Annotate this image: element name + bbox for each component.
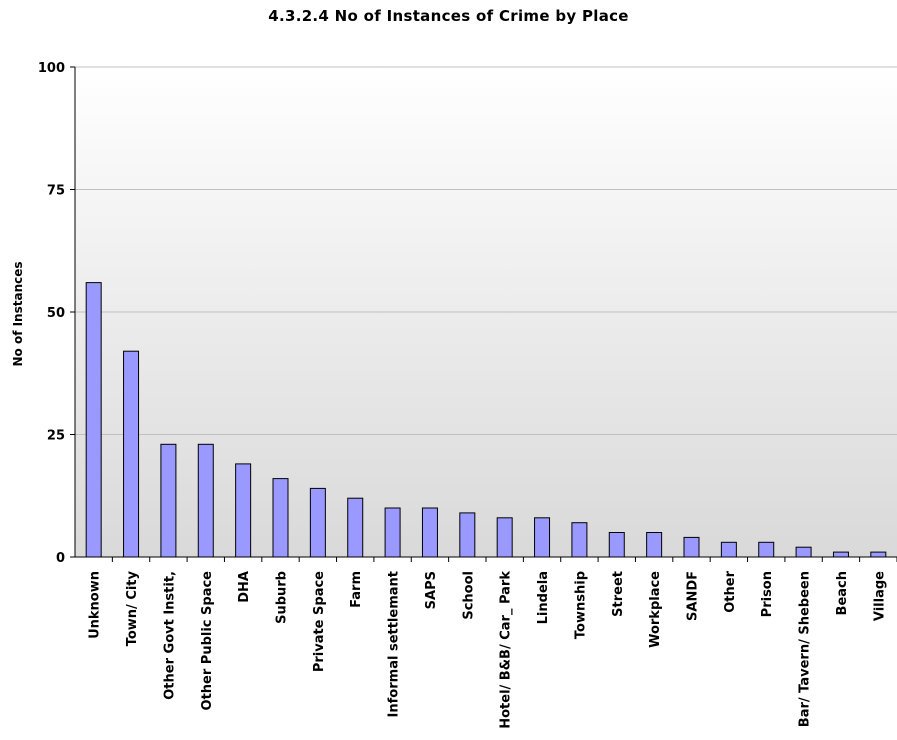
bar (85, 282, 102, 558)
bar (421, 507, 438, 558)
axes (70, 66, 897, 562)
bar (571, 522, 588, 558)
x-category-label: Farm (349, 571, 364, 608)
y-tick-labels: 0 25 50 75 100 (38, 61, 65, 566)
bar (160, 443, 177, 558)
bar (496, 517, 513, 558)
bars (85, 282, 887, 558)
bar (197, 443, 214, 558)
x-category-label: Street (611, 571, 626, 617)
x-category-label: Other (723, 570, 738, 612)
x-category-label: Private Space (312, 571, 327, 672)
bar (720, 541, 737, 558)
x-category-label: Town/ City (125, 570, 140, 646)
x-category-label: Township (573, 571, 588, 639)
x-category-labels: Unknown Town/ City Other Govt Instit, Other… (88, 570, 888, 728)
x-category-label: DHA (237, 571, 252, 603)
bar (384, 507, 401, 558)
x-category-label: SAPS (424, 571, 439, 609)
x-category-label: Village (872, 571, 887, 621)
bar (235, 463, 252, 558)
y-tick-label: 75 (47, 184, 65, 199)
x-category-label: Informal settlemant (387, 571, 402, 717)
bar (795, 546, 812, 558)
y-tick-label: 100 (38, 61, 65, 76)
x-category-label: Other Govt Instit, (162, 571, 177, 700)
bar (272, 478, 289, 558)
bar (459, 512, 476, 558)
x-category-label: School (461, 571, 476, 620)
bar (309, 487, 326, 558)
bar (683, 536, 700, 558)
x-category-label: Other Public Space (200, 571, 215, 711)
bar (832, 551, 849, 558)
y-tick-label: 0 (56, 551, 65, 566)
y-axis-title: No of Instances (11, 261, 25, 366)
bar (608, 532, 625, 558)
x-category-label: Suburb (275, 571, 290, 624)
y-tick-label: 25 (47, 429, 65, 444)
x-category-label: Prison (760, 571, 775, 617)
x-category-label: SANDF (686, 571, 701, 621)
bar (347, 497, 364, 558)
x-category-label: Bar/ Tavern/ Shebeen (798, 571, 813, 727)
chart-title: 4.3.2.4 No of Instances of Crime by Plac… (268, 7, 629, 25)
bar (534, 517, 551, 558)
gridlines (75, 66, 897, 435)
x-category-label: Workplace (648, 571, 663, 648)
bar (870, 551, 887, 558)
bar (758, 541, 775, 558)
bar (646, 532, 663, 558)
x-category-label: Hotel/ B&B/ Car_ Park (499, 571, 514, 729)
bar (123, 350, 140, 558)
x-category-label: Unknown (88, 571, 103, 639)
x-category-label: Beach (835, 571, 850, 615)
x-category-label: Lindela (536, 571, 551, 624)
y-tick-label: 50 (47, 306, 65, 321)
